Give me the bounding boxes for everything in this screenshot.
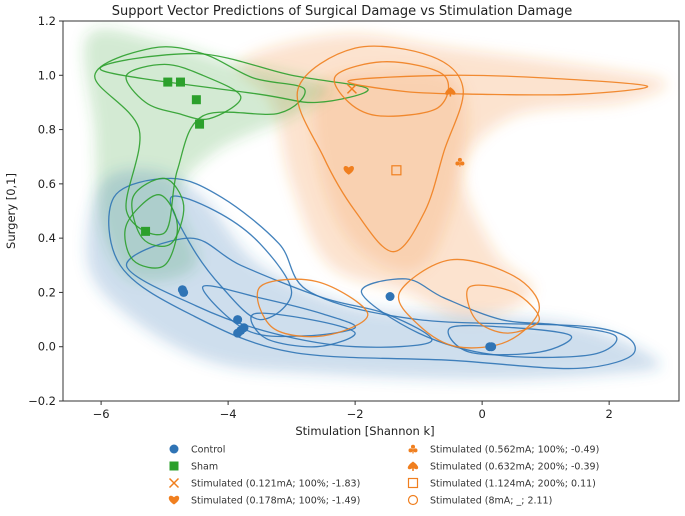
legend-item: Control <box>169 444 225 456</box>
data-point-s0-2 <box>233 315 243 325</box>
legend-marker <box>407 477 419 489</box>
legend-label: Stimulated (0.178mA; 100%; -1.49) <box>191 496 360 507</box>
density-layer <box>84 29 667 380</box>
data-point-s1-4 <box>141 226 151 236</box>
legend-marker <box>169 444 179 454</box>
chart-title: Support Vector Predictions of Surgical D… <box>112 4 572 19</box>
x-axis-label: Stimulation [Shannon k] <box>295 424 434 438</box>
x-tick-label: −2 <box>347 407 364 421</box>
data-point-s0-6 <box>385 292 395 301</box>
data-point-s1-3 <box>195 119 205 129</box>
data-point-s6-0 <box>391 165 402 176</box>
legend-label: Stimulated (8mA; _; 2.11) <box>430 496 552 507</box>
legend-label: Sham <box>191 462 218 473</box>
data-point-s2-0 <box>346 83 357 94</box>
y-axis-label: Surgery [0,1] <box>4 173 18 249</box>
data-point-s5-0 <box>445 87 456 97</box>
marker-layer <box>141 77 497 352</box>
y-tick-label: −0.2 <box>28 394 56 408</box>
legend-marker <box>168 477 180 489</box>
legend-item: Stimulated (0.178mA; 100%; -1.49) <box>168 495 360 507</box>
legend-item: Stimulated (1.124mA; 200%; 0.11) <box>407 477 596 490</box>
data-point-s1-2 <box>191 95 201 105</box>
data-point-s0-8 <box>487 342 497 352</box>
y-tick-label: 0.4 <box>38 231 56 245</box>
legend-item: Stimulated (0.632mA; 200%; -0.39) <box>407 461 599 473</box>
x-tick-label: −4 <box>220 407 237 421</box>
data-point-s1-0 <box>163 77 173 87</box>
legend-label: Stimulated (0.632mA; 200%; -0.39) <box>430 462 599 473</box>
legend-item: Stimulated (8mA; _; 2.11) <box>407 494 552 507</box>
legend-marker <box>407 461 419 471</box>
legend-label: Control <box>191 445 225 456</box>
x-tick-label: −6 <box>93 407 110 421</box>
y-tick-label: 1.0 <box>38 68 56 82</box>
y-axis: −0.2 0.0 0.2 0.4 0.6 0.8 1.0 1.2 <box>28 14 63 408</box>
y-tick-label: 0.2 <box>38 285 56 299</box>
legend-marker <box>408 444 418 454</box>
y-tick-label: 0.6 <box>38 177 56 191</box>
x-axis: −6 −4 −2 0 2 <box>93 401 613 421</box>
data-point-s1-1 <box>175 77 185 87</box>
legend-label: Stimulated (0.562mA; 100%; -0.49) <box>430 445 599 456</box>
x-tick-label: 0 <box>478 407 485 421</box>
legend-label: Stimulated (1.124mA; 200%; 0.11) <box>430 479 596 490</box>
y-tick-label: 0.0 <box>38 340 56 354</box>
y-tick-label: 1.2 <box>38 14 56 28</box>
legend-marker <box>168 495 180 505</box>
data-point-s0-4 <box>239 323 249 333</box>
legend: Control Sham Stimulated (0.121mA; 100%; -1… <box>168 444 599 507</box>
x-tick-label: 2 <box>605 407 612 421</box>
legend-item: Sham <box>169 461 218 473</box>
y-tick-label: 0.8 <box>38 123 56 137</box>
data-point-s0-5 <box>233 328 243 338</box>
legend-item: Stimulated (0.562mA; 100%; -0.49) <box>408 444 599 456</box>
data-point-s0-1 <box>177 285 187 295</box>
plot-frame <box>62 20 680 402</box>
data-point-s4-0 <box>455 157 465 167</box>
legend-marker <box>169 461 179 471</box>
legend-item: Stimulated (0.121mA; 100%; -1.83) <box>168 477 360 490</box>
contour-layer <box>94 45 648 370</box>
legend-label: Stimulated (0.121mA; 100%; -1.83) <box>191 479 360 490</box>
data-point-s3-0 <box>343 166 354 175</box>
plot-area <box>84 29 667 380</box>
legend-marker <box>407 494 419 506</box>
